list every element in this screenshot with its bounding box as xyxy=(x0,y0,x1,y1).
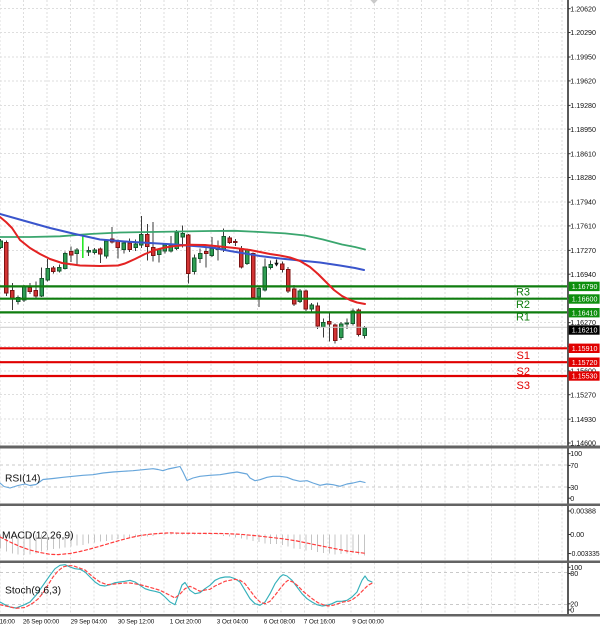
svg-text:1.16410: 1.16410 xyxy=(572,309,598,317)
svg-text:1.17270: 1.17270 xyxy=(570,247,596,255)
svg-text:30 Sep 12:00: 30 Sep 12:00 xyxy=(118,619,155,626)
svg-text:16:00: 16:00 xyxy=(0,619,15,626)
svg-text:-0.003335: -0.003335 xyxy=(569,550,599,558)
svg-text:7 Oct 16:00: 7 Oct 16:00 xyxy=(304,619,336,626)
svg-text:1.19280: 1.19280 xyxy=(570,102,596,110)
svg-text:1.19950: 1.19950 xyxy=(570,54,596,62)
svg-text:1.18950: 1.18950 xyxy=(570,126,596,134)
svg-text:1.14600: 1.14600 xyxy=(570,440,596,448)
svg-text:0.00: 0.00 xyxy=(570,531,584,539)
svg-text:1.16790: 1.16790 xyxy=(572,283,598,291)
svg-text:1.16600: 1.16600 xyxy=(572,296,598,304)
svg-text:20: 20 xyxy=(570,600,578,608)
svg-text:S3: S3 xyxy=(517,380,530,392)
svg-text:RSI(14): RSI(14) xyxy=(5,473,40,484)
svg-text:100: 100 xyxy=(570,564,582,572)
svg-text:1.15270: 1.15270 xyxy=(570,391,596,399)
svg-text:70: 70 xyxy=(570,462,578,470)
svg-text:R2: R2 xyxy=(516,299,530,311)
svg-text:1.20290: 1.20290 xyxy=(570,29,596,37)
svg-text:0: 0 xyxy=(570,607,574,615)
svg-text:1.16940: 1.16940 xyxy=(570,271,596,279)
svg-text:1.15720: 1.15720 xyxy=(572,359,598,367)
svg-text:1.18280: 1.18280 xyxy=(570,174,596,182)
svg-text:1.15530: 1.15530 xyxy=(572,373,598,381)
svg-text:100: 100 xyxy=(570,450,582,458)
svg-text:MACD(12,26,9): MACD(12,26,9) xyxy=(2,530,74,541)
svg-text:9 Oct 00:00: 9 Oct 00:00 xyxy=(352,619,384,626)
svg-text:1.16270: 1.16270 xyxy=(570,319,596,327)
svg-text:1.16210: 1.16210 xyxy=(572,327,598,335)
svg-text:6 Oct 08:00: 6 Oct 08:00 xyxy=(264,619,296,626)
svg-text:1.17940: 1.17940 xyxy=(570,199,596,207)
svg-text:1 Oct 20:00: 1 Oct 20:00 xyxy=(170,619,202,626)
svg-text:S2: S2 xyxy=(517,366,530,378)
svg-text:R3: R3 xyxy=(516,286,530,298)
svg-text:0.00388: 0.00388 xyxy=(570,508,596,516)
svg-text:29 Sep 04:00: 29 Sep 04:00 xyxy=(71,619,108,626)
svg-text:Stoch(9,6,3): Stoch(9,6,3) xyxy=(5,586,61,597)
svg-text:1.14930: 1.14930 xyxy=(570,416,596,424)
svg-text:1.18610: 1.18610 xyxy=(570,150,596,158)
svg-text:R1: R1 xyxy=(516,312,530,324)
svg-text:1.20620: 1.20620 xyxy=(570,5,596,13)
svg-text:80: 80 xyxy=(570,570,578,578)
svg-text:26 Sep 00:00: 26 Sep 00:00 xyxy=(23,619,60,626)
svg-text:3 Oct 04:00: 3 Oct 04:00 xyxy=(217,619,249,626)
svg-text:1.15910: 1.15910 xyxy=(572,345,598,353)
svg-text:0: 0 xyxy=(570,495,574,503)
svg-text:30: 30 xyxy=(570,484,578,492)
svg-text:1.19620: 1.19620 xyxy=(570,78,596,86)
svg-text:1.17610: 1.17610 xyxy=(570,223,596,231)
svg-text:S1: S1 xyxy=(517,350,530,362)
